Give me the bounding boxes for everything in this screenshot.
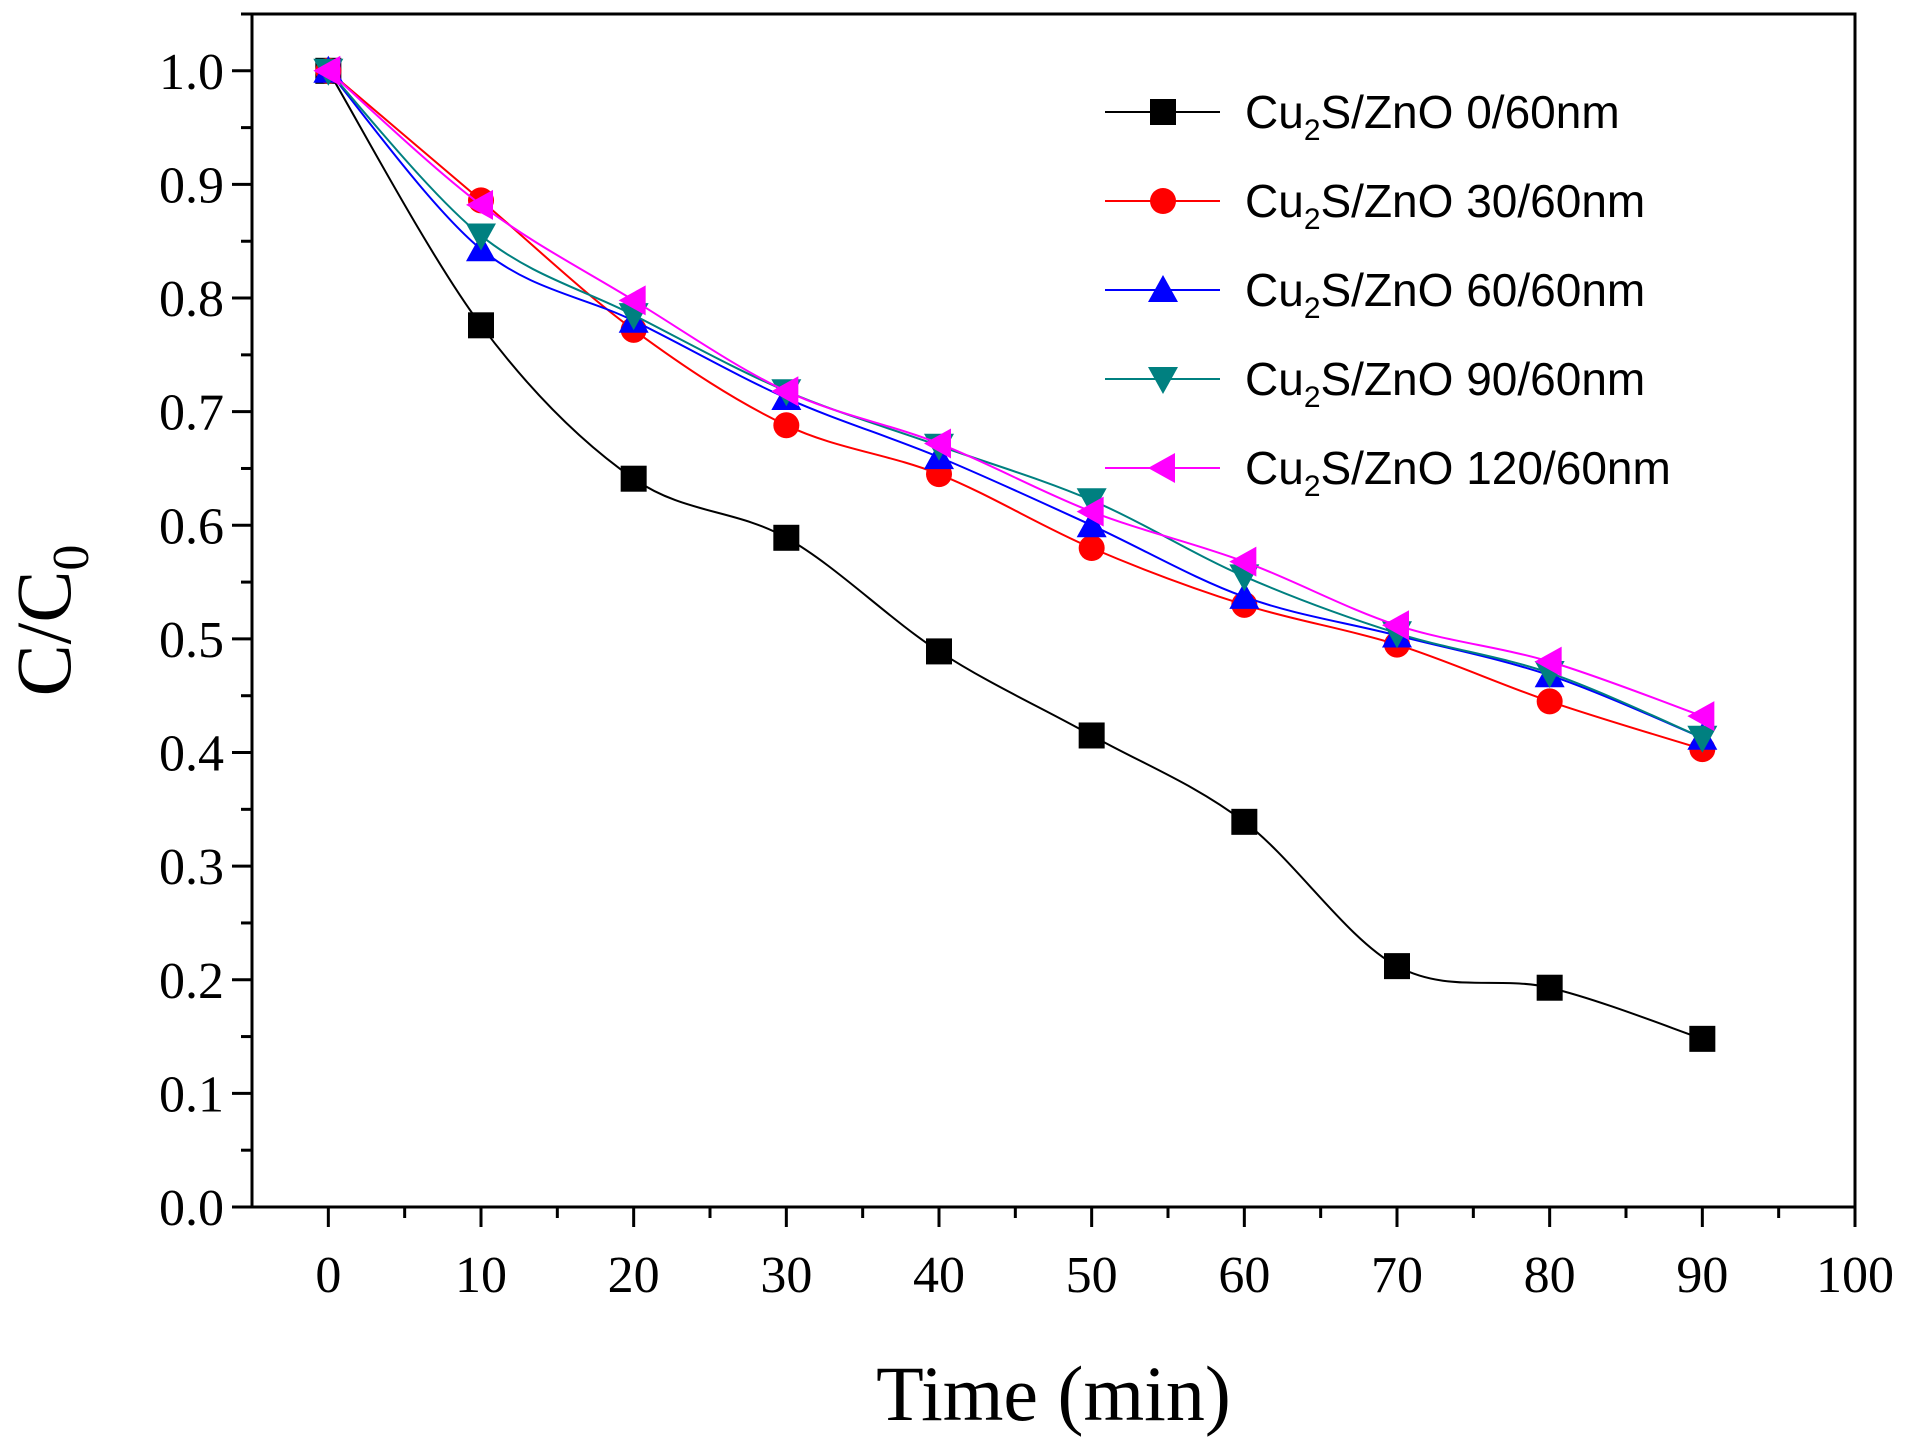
- y-tick-label: 0.8: [159, 271, 224, 328]
- data-point: [1078, 535, 1105, 562]
- x-tick-label: 40: [913, 1247, 965, 1304]
- y-tick-label: 0.7: [159, 385, 224, 442]
- legend-entry: Cu2S/ZnO 90/60nm: [1105, 353, 1645, 414]
- data-point: [1384, 953, 1410, 980]
- legend-label-pre: Cu: [1245, 442, 1304, 494]
- legend-label: Cu2S/ZnO 60/60nm: [1245, 264, 1645, 325]
- legend-label-post: S/ZnO 30/60nm: [1321, 175, 1646, 227]
- y-tick-label: 0.5: [159, 612, 224, 669]
- data-point: [771, 376, 799, 407]
- data-point: [1687, 701, 1715, 732]
- series-line: [327, 70, 1703, 1040]
- x-tick-label: 10: [455, 1247, 507, 1304]
- x-tick-label: 90: [1676, 1247, 1728, 1304]
- legend-marker: [1150, 188, 1176, 214]
- y-tick-label: 0.1: [159, 1066, 224, 1123]
- data-point: [313, 55, 341, 86]
- legend-label-pre: Cu: [1245, 353, 1304, 405]
- x-tick-label: 80: [1524, 1247, 1576, 1304]
- data-point: [926, 638, 952, 665]
- legend-label-post: S/ZnO 60/60nm: [1321, 264, 1646, 316]
- x-tick-label: 100: [1816, 1247, 1894, 1304]
- y-tick-label: 0.0: [159, 1180, 224, 1237]
- y-tick-label: 0.3: [159, 839, 224, 896]
- legend-label: Cu2S/ZnO 120/60nm: [1245, 442, 1671, 503]
- x-axis-title: Time (min): [876, 1350, 1231, 1437]
- x-tick-label: 20: [608, 1247, 660, 1304]
- legend-label: Cu2S/ZnO 30/60nm: [1245, 175, 1645, 236]
- y-axis-title-main: C/C: [0, 571, 87, 697]
- series-0: [315, 57, 1716, 1052]
- series-line: [327, 70, 1703, 718]
- data-point: [466, 223, 496, 251]
- legend-label-pre: Cu: [1245, 86, 1304, 138]
- x-axis-ticks: 0 10 20 30 40 50 60 70 80 90 100: [315, 1207, 1894, 1304]
- data-point: [1078, 722, 1105, 749]
- y-tick-label: 0.2: [159, 953, 224, 1010]
- legend-label-pre: Cu: [1245, 175, 1304, 227]
- legend-label-pre: Cu: [1245, 264, 1304, 316]
- y-axis-title: C/C0: [0, 545, 100, 697]
- legend-entry: Cu2S/ZnO 30/60nm: [1105, 175, 1645, 236]
- legend-label-post: S/ZnO 0/60nm: [1321, 86, 1620, 138]
- data-point: [1229, 546, 1257, 577]
- legend-label-post: S/ZnO 120/60nm: [1321, 442, 1671, 494]
- legend-label-sub: 2: [1304, 114, 1321, 147]
- legend-label-sub: 2: [1304, 292, 1321, 325]
- y-tick-label: 0.4: [159, 726, 224, 783]
- data-point: [1536, 688, 1563, 715]
- legend-entry: Cu2S/ZnO 60/60nm: [1105, 264, 1645, 325]
- series-line: [327, 70, 1703, 739]
- y-tick-label: 1.0: [159, 44, 224, 101]
- legend-label: Cu2S/ZnO 90/60nm: [1245, 353, 1645, 414]
- data-point: [1536, 974, 1563, 1001]
- series-4: [313, 55, 1715, 732]
- series-layer: [313, 55, 1718, 1052]
- series-3: [313, 58, 1718, 753]
- legend-marker: [1150, 99, 1176, 125]
- x-tick-label: 30: [760, 1247, 812, 1304]
- series-line: [327, 70, 1703, 751]
- y-axis-title-subscript: 0: [43, 545, 100, 571]
- legend-marker: [1148, 367, 1178, 394]
- y-tick-label: 0.9: [159, 157, 224, 214]
- legend-label: Cu2S/ZnO 0/60nm: [1245, 86, 1620, 147]
- data-point: [1076, 488, 1107, 516]
- legend-label-sub: 2: [1304, 381, 1321, 414]
- data-point: [1382, 610, 1409, 641]
- data-point: [1689, 1025, 1716, 1052]
- data-point: [1229, 581, 1260, 609]
- data-point: [1231, 808, 1258, 835]
- x-tick-label: 60: [1218, 1247, 1270, 1304]
- legend-label-sub: 2: [1304, 203, 1321, 236]
- legend-entry: Cu2S/ZnO 120/60nm: [1105, 442, 1671, 503]
- data-point: [1076, 510, 1107, 538]
- legend-label-sub: 2: [1304, 470, 1321, 503]
- data-point: [1076, 496, 1104, 527]
- data-point: [618, 285, 646, 316]
- data-point: [468, 312, 494, 339]
- data-point: [773, 524, 800, 551]
- data-point: [620, 465, 647, 492]
- legend-marker: [1148, 453, 1175, 483]
- x-tick-label: 70: [1371, 1247, 1423, 1304]
- y-tick-label: 0.6: [159, 498, 224, 555]
- data-point: [773, 412, 800, 439]
- y-axis-ticks: 0.0 0.1 0.2 0.3 0.4 0.5 0.6 0.7 0.8 0.9 1.0: [159, 12, 252, 1237]
- x-tick-label: 0: [315, 1247, 341, 1304]
- data-point: [924, 428, 951, 459]
- x-tick-label: 50: [1066, 1247, 1118, 1304]
- plot-area-frame: [250, 12, 1857, 1209]
- legend-label-post: S/ZnO 90/60nm: [1321, 353, 1646, 405]
- legend-marker: [1148, 275, 1178, 302]
- data-point: [1534, 646, 1562, 677]
- series-line: [327, 70, 1703, 739]
- series-1: [315, 57, 1716, 763]
- data-point: [466, 189, 493, 220]
- legend-entry: Cu2S/ZnO 0/60nm: [1105, 86, 1620, 147]
- data-point: [1687, 725, 1718, 753]
